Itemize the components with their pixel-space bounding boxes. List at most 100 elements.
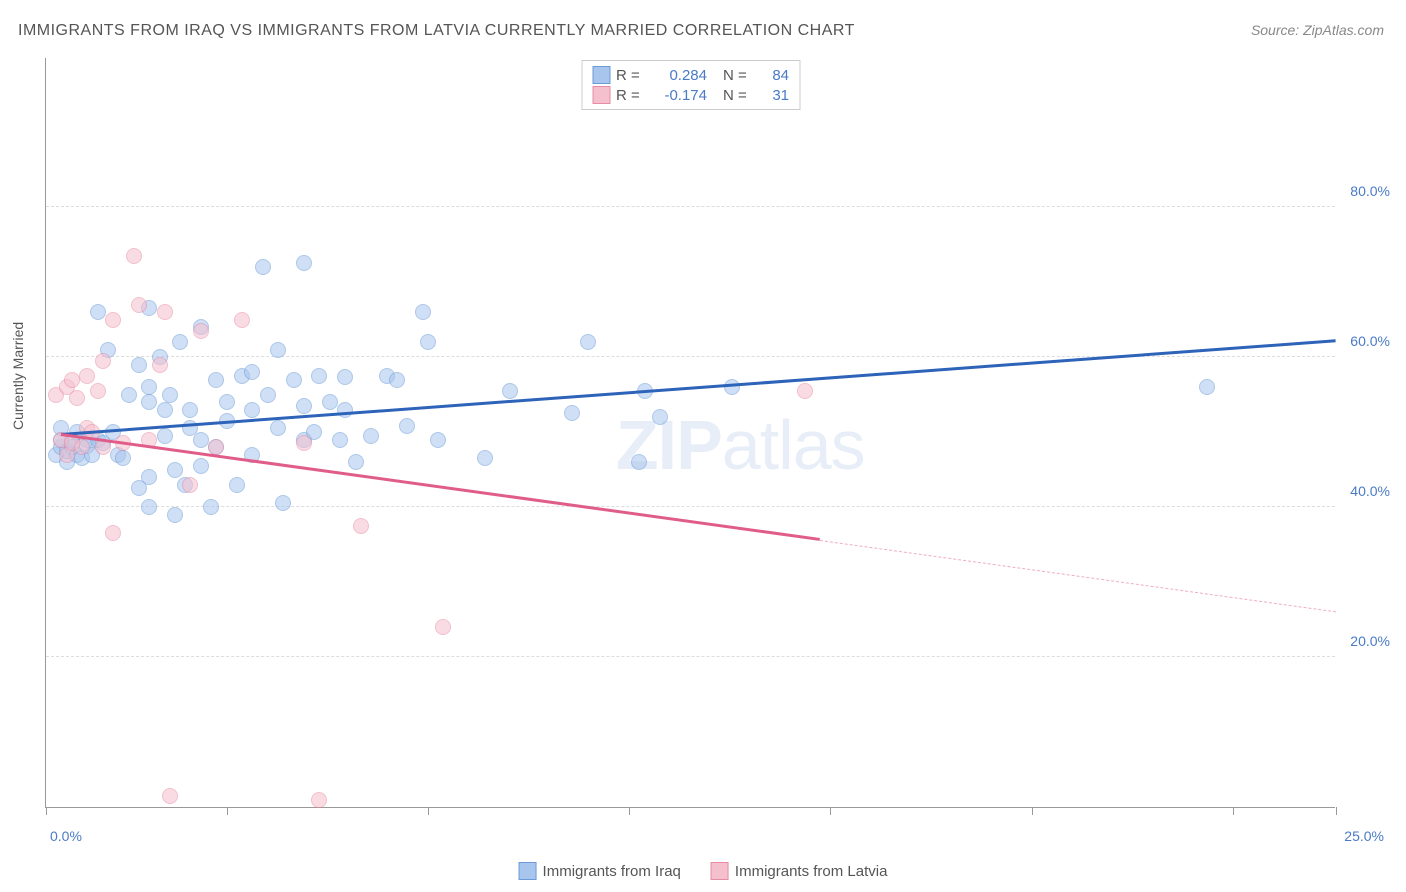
n-value: 84	[759, 67, 789, 84]
scatter-point	[415, 304, 431, 320]
scatter-point	[255, 259, 271, 275]
source-prefix: Source:	[1251, 22, 1303, 38]
x-tick	[1336, 807, 1337, 815]
scatter-point	[182, 402, 198, 418]
scatter-point	[275, 495, 291, 511]
trend-line	[61, 340, 1336, 436]
scatter-point	[157, 304, 173, 320]
n-label: N =	[723, 67, 753, 84]
scatter-point	[131, 297, 147, 313]
r-value: -0.174	[652, 87, 707, 104]
scatter-point	[167, 507, 183, 523]
scatter-point	[286, 372, 302, 388]
legend-swatch	[592, 66, 610, 84]
scatter-point	[260, 387, 276, 403]
x-tick	[428, 807, 429, 815]
scatter-point	[193, 432, 209, 448]
scatter-point	[244, 402, 260, 418]
x-axis-max-label: 25.0%	[1344, 828, 1384, 844]
correlation-legend-row: R =0.284N =84	[592, 65, 789, 85]
scatter-point	[79, 368, 95, 384]
r-value: 0.284	[652, 67, 707, 84]
scatter-point	[208, 372, 224, 388]
scatter-point	[652, 409, 668, 425]
scatter-point	[131, 357, 147, 373]
scatter-point	[95, 353, 111, 369]
legend-swatch	[519, 862, 537, 880]
scatter-point	[337, 402, 353, 418]
n-value: 31	[759, 87, 789, 104]
y-tick-label: 20.0%	[1340, 633, 1390, 649]
gridline-h	[46, 206, 1335, 207]
scatter-point	[203, 499, 219, 515]
scatter-point	[193, 323, 209, 339]
legend-item: Immigrants from Latvia	[711, 862, 888, 880]
scatter-point	[162, 788, 178, 804]
scatter-point	[631, 454, 647, 470]
scatter-point	[182, 477, 198, 493]
scatter-point	[141, 379, 157, 395]
x-tick	[830, 807, 831, 815]
legend-item: Immigrants from Iraq	[519, 862, 681, 880]
scatter-point	[162, 387, 178, 403]
source-name: ZipAtlas.com	[1303, 22, 1384, 38]
scatter-point	[234, 312, 250, 328]
scatter-point	[105, 312, 121, 328]
y-tick-label: 60.0%	[1340, 333, 1390, 349]
scatter-point	[90, 304, 106, 320]
scatter-point	[348, 454, 364, 470]
scatter-point	[90, 383, 106, 399]
gridline-h	[46, 506, 1335, 507]
scatter-point	[270, 420, 286, 436]
scatter-point	[296, 398, 312, 414]
y-tick-label: 40.0%	[1340, 483, 1390, 499]
gridline-h	[46, 356, 1335, 357]
gridline-h	[46, 656, 1335, 657]
series-legend: Immigrants from Iraq Immigrants from Latv…	[519, 862, 888, 880]
legend-swatch	[711, 862, 729, 880]
legend-swatch	[592, 86, 610, 104]
scatter-point	[580, 334, 596, 350]
scatter-point	[157, 428, 173, 444]
scatter-point	[311, 792, 327, 808]
scatter-point	[157, 402, 173, 418]
scatter-point	[64, 372, 80, 388]
scatter-point	[332, 432, 348, 448]
scatter-point	[502, 383, 518, 399]
scatter-point	[353, 518, 369, 534]
scatter-point	[797, 383, 813, 399]
y-axis-label: Currently Married	[10, 322, 26, 430]
x-tick	[46, 807, 47, 815]
correlation-legend: R =0.284N =84R =-0.174N =31	[581, 60, 800, 110]
watermark-rest: atlas	[722, 406, 865, 484]
scatter-point	[219, 394, 235, 410]
scatter-point	[399, 418, 415, 434]
scatter-point	[141, 394, 157, 410]
scatter-point	[435, 619, 451, 635]
scatter-point	[311, 368, 327, 384]
scatter-point	[564, 405, 580, 421]
scatter-point	[172, 334, 188, 350]
watermark-bold: ZIP	[616, 406, 722, 484]
scatter-point	[105, 525, 121, 541]
scatter-point	[270, 342, 286, 358]
legend-label: Immigrants from Iraq	[543, 863, 681, 880]
x-tick	[629, 807, 630, 815]
scatter-point	[229, 477, 245, 493]
x-axis-min-label: 0.0%	[50, 828, 82, 844]
scatter-point	[420, 334, 436, 350]
scatter-point	[152, 357, 168, 373]
n-label: N =	[723, 87, 753, 104]
legend-label: Immigrants from Latvia	[735, 863, 888, 880]
x-tick	[1032, 807, 1033, 815]
trend-line	[61, 433, 820, 540]
scatter-point	[724, 379, 740, 395]
y-tick-label: 80.0%	[1340, 183, 1390, 199]
trend-line-dashed	[820, 540, 1336, 612]
scatter-point	[296, 255, 312, 271]
scatter-point	[322, 394, 338, 410]
scatter-point	[430, 432, 446, 448]
x-tick	[1233, 807, 1234, 815]
r-label: R =	[616, 87, 646, 104]
scatter-point	[167, 462, 183, 478]
